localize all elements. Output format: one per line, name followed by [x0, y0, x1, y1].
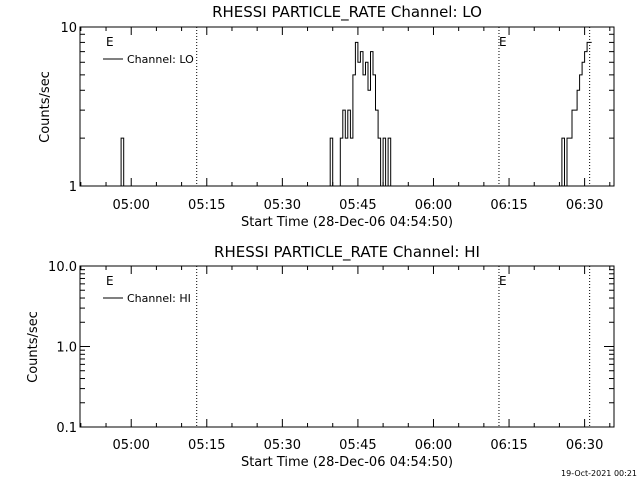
x-tick-label: 05:15 — [188, 198, 225, 213]
x-tick-label: 05:00 — [112, 198, 149, 213]
chart-panel-lo: RHESSI PARTICLE_RATE Channel: LO Counts/… — [38, 3, 615, 230]
y-axis-label-lo: Counts/sec — [38, 71, 53, 143]
y-ticks-lo: 1 10 — [60, 21, 614, 195]
event-marker-label: E — [106, 35, 114, 49]
x-ticks-hi: 05:00 05:15 05:30 05:45 06:00 06:15 06:30 — [80, 266, 611, 453]
legend-hi: Channel: HI — [103, 292, 191, 305]
x-tick-label: 05:00 — [112, 438, 149, 453]
event-lines-hi — [196, 266, 591, 427]
event-marker-label: E — [106, 274, 114, 288]
y-axis-label-hi: Counts/sec — [26, 311, 41, 383]
y-tick-label: 10 — [60, 21, 77, 36]
x-ticks-lo: 05:00 05:15 05:30 05:45 06:00 06:15 06:30 — [80, 27, 611, 213]
x-tick-label: 06:30 — [566, 438, 603, 453]
series-group-lo — [118, 41, 592, 187]
chart-title-hi: RHESSI PARTICLE_RATE Channel: HI — [214, 243, 480, 262]
x-tick-label: 06:30 — [566, 198, 603, 213]
plot-frame-hi — [79, 265, 615, 428]
x-tick-label: 05:45 — [339, 438, 376, 453]
x-tick-label: 05:45 — [339, 198, 376, 213]
chart-title-lo: RHESSI PARTICLE_RATE Channel: LO — [212, 3, 482, 22]
event-marker-label: E — [499, 35, 507, 49]
x-axis-label-hi: Start Time (28-Dec-06 04:54:50) — [241, 455, 453, 470]
x-tick-label: 05:30 — [264, 438, 301, 453]
x-tick-label: 05:15 — [188, 438, 225, 453]
x-tick-label: 05:30 — [264, 198, 301, 213]
footer-timestamp: 19-Oct-2021 00:21 — [561, 469, 637, 478]
x-tick-label: 06:00 — [415, 438, 452, 453]
y-tick-label: 1.0 — [56, 341, 77, 356]
chart-panel-hi: RHESSI PARTICLE_RATE Channel: HI Counts/… — [26, 243, 615, 470]
x-tick-label: 06:15 — [490, 438, 527, 453]
y-tick-label: 0.1 — [56, 421, 77, 436]
event-lines-lo — [196, 27, 591, 186]
y-tick-label: 10.0 — [48, 260, 77, 275]
plot-frame-lo — [79, 26, 615, 187]
y-tick-label: 1 — [69, 180, 77, 195]
series-line — [118, 41, 592, 187]
legend-entry-hi: Channel: HI — [127, 292, 191, 305]
x-tick-label: 06:00 — [415, 198, 452, 213]
x-tick-label: 06:15 — [490, 198, 527, 213]
legend-entry-lo: Channel: LO — [127, 53, 194, 66]
legend-lo: Channel: LO — [103, 53, 194, 66]
event-marker-label: E — [499, 274, 507, 288]
y-ticks-hi: 0.1 1.0 10.0 — [48, 260, 614, 436]
x-axis-label-lo: Start Time (28-Dec-06 04:54:50) — [241, 215, 453, 230]
